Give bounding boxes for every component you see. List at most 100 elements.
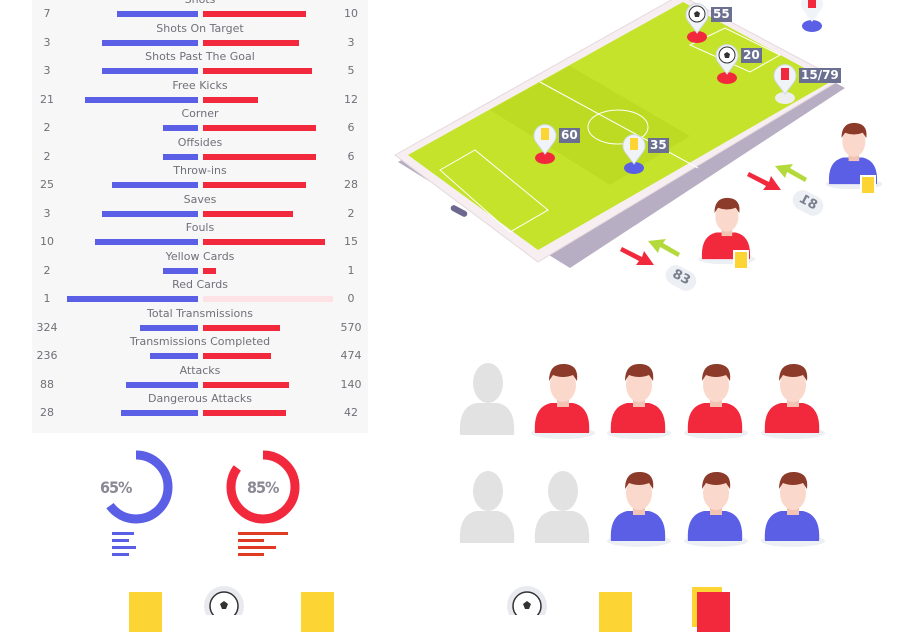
phone-speaker xyxy=(450,205,468,217)
away-value: 15 xyxy=(344,235,358,248)
pitch-marker: 15/79 xyxy=(771,62,841,112)
pitch-marker: 20 xyxy=(713,42,762,92)
home-bar xyxy=(102,68,198,74)
home-value: 324 xyxy=(36,320,58,334)
empty-player-slot xyxy=(452,463,522,551)
home-bar xyxy=(120,410,198,416)
marker-label: 55 xyxy=(711,7,732,22)
home-bar xyxy=(94,239,198,245)
player-avatar-home xyxy=(757,463,827,551)
empty-player-slot xyxy=(452,355,522,443)
map-pin xyxy=(715,44,739,84)
home-value: 25 xyxy=(40,178,54,191)
substitution-player xyxy=(822,115,884,195)
player-avatar-away xyxy=(603,355,673,443)
away-bar xyxy=(203,381,290,388)
away-bar xyxy=(203,324,281,331)
home-bar xyxy=(116,11,198,17)
home-value: 88 xyxy=(40,377,54,391)
home-bar xyxy=(125,381,198,388)
away-bar xyxy=(203,410,286,416)
home-bar xyxy=(85,96,198,103)
gauge-ring xyxy=(226,450,300,524)
home-value: 3 xyxy=(43,35,51,49)
percentage-gauge: 85% xyxy=(225,448,305,558)
substitution-player xyxy=(695,190,757,270)
home-value: 3 xyxy=(43,206,51,220)
stat-label: Shots On Target xyxy=(156,21,244,35)
away-value: 0 xyxy=(347,292,355,305)
red-card-icon xyxy=(697,592,730,632)
away-bar xyxy=(203,296,333,302)
yellow-card-icon xyxy=(301,592,334,632)
home-value: 28 xyxy=(40,406,54,419)
yellow-card-icon xyxy=(599,592,632,632)
gauge-value: 85% xyxy=(247,478,279,497)
soccer-ball-icon xyxy=(204,586,244,615)
away-value: 570 xyxy=(340,320,362,334)
away-value: 474 xyxy=(340,349,362,362)
gauge-value: 65% xyxy=(100,478,132,497)
away-bar xyxy=(203,210,294,217)
pitch-marker: 35 xyxy=(620,132,669,182)
home-bar xyxy=(102,210,198,217)
gauge-ring xyxy=(99,450,173,524)
stat-label: Red Cards xyxy=(172,278,228,291)
stat-label: Total Transmissions xyxy=(147,306,253,320)
away-value: 5 xyxy=(347,64,355,77)
substitution-arrows-icon xyxy=(747,160,817,204)
home-bar xyxy=(111,182,198,188)
away-value: 6 xyxy=(347,149,355,163)
home-value: 21 xyxy=(40,92,54,106)
away-bar xyxy=(203,182,307,188)
home-bar xyxy=(162,267,198,274)
away-value: 1 xyxy=(347,263,355,277)
player-avatar-home xyxy=(603,463,673,551)
map-pin xyxy=(685,3,709,43)
stat-label: Offsides xyxy=(177,135,223,149)
legend-lines-icon xyxy=(112,532,136,556)
soccer-ball-icon xyxy=(688,5,706,23)
home-value: 236 xyxy=(36,349,58,362)
home-value: 2 xyxy=(43,121,51,134)
home-value: 1 xyxy=(43,292,51,305)
yellow-card-icon xyxy=(733,250,749,270)
away-bar xyxy=(203,353,272,359)
away-bar xyxy=(203,153,316,160)
away-value: 6 xyxy=(347,121,355,134)
yellow-card-icon xyxy=(541,128,549,140)
yellow-card-icon xyxy=(129,592,162,632)
soccer-ball-icon xyxy=(718,46,736,64)
player-avatar-home xyxy=(680,463,750,551)
marker-label: 35 xyxy=(648,138,669,153)
home-bar xyxy=(140,324,198,331)
away-bar xyxy=(203,68,312,74)
away-value: 140 xyxy=(340,377,362,391)
home-value: 7 xyxy=(43,7,51,20)
home-value: 2 xyxy=(43,263,51,277)
away-bar xyxy=(203,125,316,131)
away-value: 3 xyxy=(347,35,355,49)
away-bar xyxy=(203,39,299,46)
marker-label: 15/79 xyxy=(799,68,841,83)
away-bar xyxy=(203,11,307,17)
home-bar xyxy=(162,153,198,160)
home-bar xyxy=(149,353,198,359)
stat-label: Dangerous Attacks xyxy=(148,392,252,405)
yellow-card-icon xyxy=(860,175,876,195)
away-value: 2 xyxy=(347,206,355,220)
player-avatar-away xyxy=(527,355,597,443)
soccer-ball-icon xyxy=(507,586,547,615)
home-bar xyxy=(162,125,198,131)
player-avatar-away xyxy=(757,355,827,443)
empty-player-slot xyxy=(527,463,597,551)
substitution-arrows-icon xyxy=(620,235,690,279)
home-bar xyxy=(67,296,198,302)
stat-label: Corner xyxy=(181,107,219,120)
penalty-box-left xyxy=(439,149,549,233)
stat-label: Shots Past The Goal xyxy=(145,50,255,63)
pitch-marker: 60 xyxy=(531,122,580,172)
halfway-line xyxy=(539,81,699,169)
away-bar xyxy=(203,239,325,245)
